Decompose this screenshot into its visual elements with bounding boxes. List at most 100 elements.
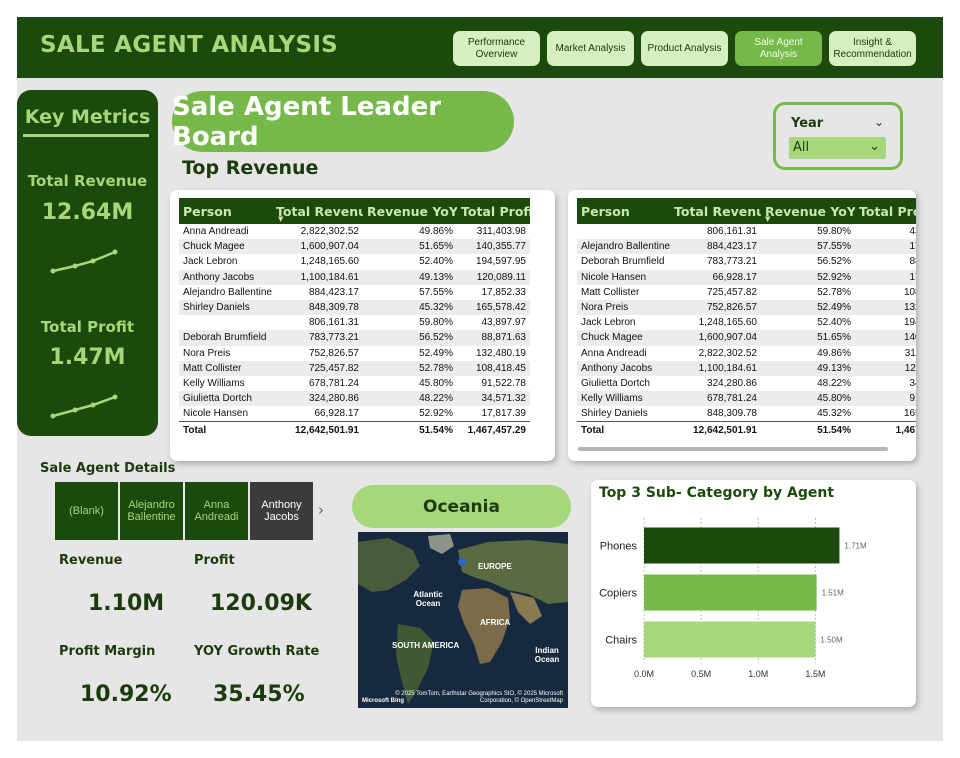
cell-total-profit: 140,355.77: [457, 239, 530, 255]
table-row[interactable]: Shirley Daniels 848,309.78 45.32% 165,578.4…: [577, 406, 916, 421]
cell-total-revenue: 2,822,302.52: [300, 226, 359, 238]
cell-total-profit: 91,522.78: [481, 377, 527, 389]
cell-total-profit: 34,571.32: [457, 391, 530, 407]
col-header-total-profit[interactable]: Total Profit: [855, 198, 916, 224]
cell-total-profit: 165,578.42: [903, 408, 916, 420]
bar-phones: [644, 527, 840, 564]
x-tick-label: 1.5M: [805, 669, 825, 679]
top-revenue-title: Top Revenue: [182, 157, 319, 179]
total-profit-label: Total Profit: [40, 318, 135, 336]
chart-title: Top 3 Sub- Category by Agent: [599, 485, 835, 501]
profit-margin-label: Profit Margin: [59, 644, 156, 659]
table-row[interactable]: Deborah Brumfield783,773.2156.52%88,871.…: [577, 254, 916, 269]
table-row[interactable]: Giulietta Dortch324,280.8648.22%34,571.3…: [577, 376, 916, 391]
map-label-indian-ocean: Indian Ocean: [534, 646, 560, 664]
cell-total-revenue: 324,280.86: [272, 391, 363, 407]
col-header-person[interactable]: Person: [577, 198, 670, 224]
cell-total-revenue: 783,773.21: [272, 330, 363, 346]
col-header-revenue-yoy[interactable]: Revenue YoY%: [363, 198, 457, 224]
agent-tile-anthony-jacobs[interactable]: Anthony Jacobs: [250, 482, 313, 540]
nav-market-analysis[interactable]: Market Analysis: [547, 31, 634, 66]
table-row[interactable]: 806,161.31 59.80% 43,897.97: [179, 315, 530, 330]
nav-product-analysis[interactable]: Product Analysis: [641, 31, 728, 66]
nav-sale-agent-analysis[interactable]: Sale Agent Analysis: [735, 31, 822, 66]
cell-person: Shirley Daniels: [581, 408, 648, 420]
horizontal-scrollbar[interactable]: [578, 447, 888, 451]
table-row[interactable]: Alejandro Ballentine884,423.1757.55%17,8…: [577, 239, 916, 255]
agent-tile-alejandro-ballentine[interactable]: Alejandro Ballentine: [120, 482, 183, 540]
year-selected-value: All: [793, 140, 810, 155]
cell-revenue-yoy: 52.49%: [419, 347, 453, 359]
table-row[interactable]: Anthony Jacobs1,100,184.6149.13%120,089.…: [577, 360, 916, 376]
table-row[interactable]: Anna Andreadi 2,822,302.52 49.86% 311,403.9…: [577, 346, 916, 361]
table-row[interactable]: Anna Andreadi 2,822,302.52 49.86% 311,403.9…: [179, 224, 530, 239]
col-header-revenue-yoy[interactable]: Revenue YoY%▼: [761, 198, 855, 224]
col-header-person[interactable]: Person: [179, 198, 272, 224]
profit-margin-value: 10.92%: [80, 682, 172, 707]
cell-revenue-yoy: 48.22%: [817, 377, 851, 389]
cell-person: Alejandro Ballentine: [577, 239, 670, 255]
table-row[interactable]: 806,161.31 59.80% 43,897.97: [577, 224, 916, 239]
cell-revenue-yoy: 45.32%: [817, 408, 851, 420]
agent-tile-anna-andreadi[interactable]: Anna Andreadi: [185, 482, 248, 540]
nav-performance-overview[interactable]: Performance Overview: [453, 31, 540, 66]
cell-total-profit: 43,897.97: [909, 226, 917, 238]
map-label-africa: AFRICA: [480, 618, 511, 627]
cell-person: Nicole Hansen: [183, 408, 249, 420]
yoy-table-card: Person Total Revenue Revenue YoY%▼ Total…: [568, 190, 916, 461]
year-dropdown[interactable]: All ⌄: [789, 137, 886, 159]
data-label-chairs: 1.50M: [820, 636, 843, 645]
key-metrics-title: Key Metrics: [24, 106, 151, 128]
revenue-label: Revenue: [59, 553, 123, 568]
collapse-chevron-icon[interactable]: ⌄: [874, 115, 885, 129]
category-label-chairs: Chairs: [605, 635, 637, 647]
yoy-table: Person Total Revenue Revenue YoY%▼ Total…: [577, 198, 916, 439]
table-row[interactable]: Jack Lebron 1,248,165.60 52.40% 194,597.95: [179, 254, 530, 269]
col-header-total-revenue[interactable]: Total Revenue▼: [272, 198, 363, 224]
table-row[interactable]: Jack Lebron 1,248,165.60 52.40% 194,597.95: [577, 315, 916, 330]
total-label: Total: [179, 420, 272, 439]
cell-total-profit: 132,480.19: [855, 299, 916, 316]
world-map[interactable]: EUROPE Atlantic Ocean AFRICA SOUTH AMERI…: [358, 532, 568, 708]
cell-total-profit: 311,403.98: [904, 347, 916, 359]
cell-total-revenue: 884,423.17: [670, 239, 761, 255]
cell-revenue-yoy: 52.78%: [817, 286, 851, 298]
bar-copiers: [644, 574, 817, 611]
cell-total-profit: 194,597.95: [903, 317, 916, 329]
cell-revenue-yoy: 57.55%: [419, 286, 453, 298]
sort-desc-icon: ▼: [765, 215, 771, 223]
chevron-right-icon[interactable]: ›: [318, 501, 324, 519]
revenue-sparkline-icon: [50, 249, 118, 274]
cell-total-revenue: 1,248,165.60: [698, 317, 757, 329]
cell-total-revenue: 1,600,907.04: [272, 239, 363, 255]
cell-person: Kelly Williams: [577, 391, 670, 407]
cell-revenue-yoy: 52.49%: [761, 299, 855, 316]
cell-revenue-yoy: 49.86%: [419, 226, 453, 238]
nav-insight-recommendation[interactable]: Insight & Recommendation: [829, 31, 916, 66]
cell-revenue-yoy: 48.22%: [363, 391, 457, 407]
col-header-total-revenue[interactable]: Total Revenue: [670, 198, 761, 224]
agent-tile-blank[interactable]: (Blank): [55, 482, 118, 540]
cell-revenue-yoy: 49.86%: [817, 347, 851, 359]
category-label-phones: Phones: [600, 541, 638, 553]
cell-total-revenue: 848,309.78: [706, 408, 757, 420]
data-label-copiers: 1.51M: [822, 589, 845, 598]
cell-total-revenue: 725,457.82: [272, 360, 363, 376]
col-header-total-profit[interactable]: Total Profit: [457, 198, 530, 224]
